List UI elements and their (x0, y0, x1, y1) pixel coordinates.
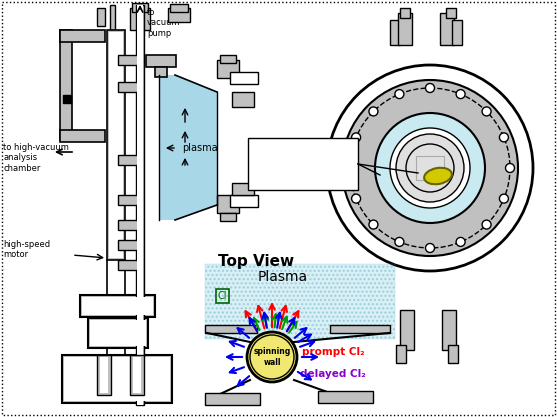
Bar (400, 8, 410, 18)
Circle shape (250, 335, 294, 379)
Text: Plasma: Plasma (258, 270, 308, 284)
Text: Cl: Cl (218, 291, 227, 301)
Bar (400, 310, 414, 350)
Bar (130, 8, 150, 30)
Bar (97, 8, 105, 26)
Bar (205, 393, 260, 405)
Bar (109, 32, 123, 258)
Bar (118, 240, 138, 250)
Circle shape (456, 90, 465, 98)
Bar (63, 95, 71, 103)
Circle shape (500, 194, 509, 203)
Bar (137, 5, 143, 405)
Circle shape (395, 90, 404, 98)
Bar (155, 67, 167, 77)
Ellipse shape (424, 168, 452, 184)
Bar (170, 4, 188, 12)
Bar (88, 318, 148, 348)
Bar (118, 55, 138, 65)
Circle shape (426, 83, 434, 93)
Circle shape (406, 144, 454, 192)
Bar (136, 5, 144, 405)
Circle shape (351, 133, 360, 142)
Bar (60, 30, 72, 140)
Text: high-speed
motor: high-speed motor (3, 240, 50, 259)
Circle shape (342, 80, 518, 256)
Bar (107, 30, 125, 260)
Circle shape (395, 237, 404, 246)
Circle shape (369, 107, 378, 116)
Bar (396, 345, 406, 363)
Circle shape (456, 237, 465, 246)
Bar (205, 264, 395, 339)
Bar (220, 213, 236, 221)
Bar (118, 155, 138, 165)
Bar (398, 13, 412, 45)
Bar (230, 72, 258, 84)
Polygon shape (159, 75, 217, 220)
Bar (64, 357, 170, 401)
Bar (80, 295, 155, 317)
Circle shape (351, 194, 360, 203)
Bar (220, 55, 236, 63)
Bar (446, 8, 456, 18)
Bar (110, 5, 115, 30)
Bar (448, 345, 458, 363)
Bar (452, 20, 462, 45)
Text: to
vacuum
pump: to vacuum pump (147, 8, 180, 38)
Bar (90, 320, 146, 346)
Bar (146, 55, 176, 67)
Circle shape (482, 220, 491, 229)
Bar (132, 3, 148, 12)
Bar (330, 325, 390, 333)
Bar (168, 8, 190, 22)
Circle shape (345, 163, 354, 173)
Bar (118, 260, 138, 270)
Circle shape (506, 163, 515, 173)
Bar (248, 138, 358, 190)
Text: prompt Cl₂: prompt Cl₂ (302, 347, 365, 357)
Bar (440, 13, 454, 45)
Text: delayed Cl₂: delayed Cl₂ (300, 369, 366, 379)
Text: to high-vacuum
analysis
chamber: to high-vacuum analysis chamber (3, 143, 69, 173)
Bar (118, 195, 138, 205)
Circle shape (426, 244, 434, 253)
Bar (82, 297, 153, 315)
Bar (217, 195, 239, 213)
Bar (390, 20, 400, 45)
Bar (118, 82, 138, 92)
Circle shape (375, 113, 485, 223)
Bar (130, 355, 144, 395)
Bar (416, 156, 444, 180)
Text: spinning cylinder
surface exposed
to plasma: spinning cylinder surface exposed to pla… (252, 143, 330, 173)
Bar (62, 355, 172, 403)
Bar (205, 264, 395, 339)
Circle shape (390, 128, 470, 208)
Bar (133, 357, 141, 393)
Circle shape (327, 65, 533, 271)
Bar (97, 355, 111, 395)
Bar (60, 130, 105, 142)
Bar (60, 30, 105, 42)
Bar (217, 60, 239, 78)
Bar (442, 310, 456, 350)
Bar (118, 220, 138, 230)
Circle shape (482, 107, 491, 116)
Circle shape (369, 220, 378, 229)
Bar (205, 325, 257, 333)
Bar (232, 183, 254, 195)
Text: Top View: Top View (218, 254, 294, 269)
Text: plasma: plasma (182, 143, 218, 153)
Bar (100, 357, 108, 393)
Circle shape (247, 332, 297, 382)
Bar (232, 92, 254, 107)
Circle shape (500, 133, 509, 142)
Bar (230, 195, 258, 207)
Text: spinning
wall: spinning wall (253, 347, 291, 367)
Bar (318, 391, 373, 403)
Circle shape (396, 134, 464, 202)
